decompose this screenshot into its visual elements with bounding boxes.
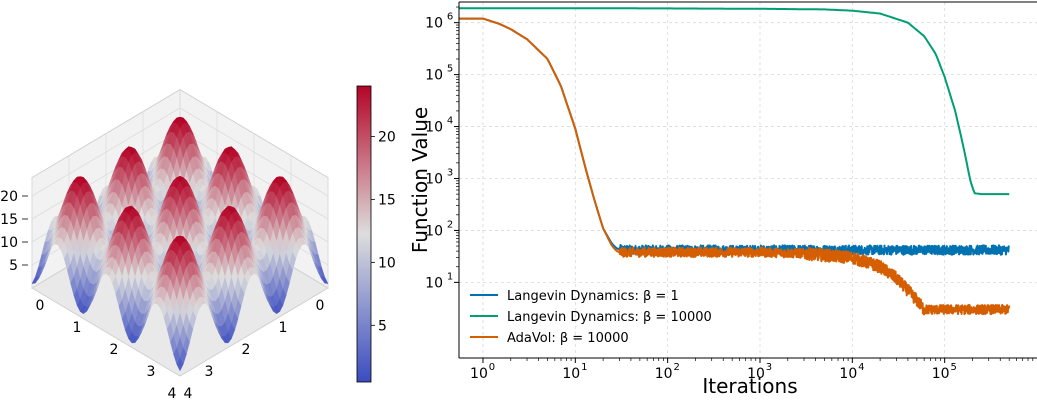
x-tick-label: 10 [839, 366, 857, 382]
colorbar-tick-label: 20 [378, 129, 396, 145]
x-tick-label-exponent: 2 [673, 362, 679, 373]
x-tick-label: 10 [562, 366, 580, 382]
x-axis-label: Iterations [702, 374, 797, 398]
x-tick-label: 10 [655, 366, 673, 382]
x-tick-label: 0 [316, 298, 325, 314]
y-tick-label-exponent: 3 [447, 167, 453, 178]
legend-label: Langevin Dynamics: β = 10000 [507, 310, 712, 325]
x-tick-label: 10 [470, 366, 488, 382]
x-tick-label: 3 [205, 364, 214, 380]
x-tick-label-exponent: 5 [950, 362, 956, 373]
colorbar-tick-label: 5 [378, 318, 387, 334]
x-tick-label-exponent: 0 [489, 362, 495, 373]
y-tick-label: 0 [36, 298, 45, 314]
y-tick-label: 2 [110, 342, 119, 358]
y-tick-label: 10 [425, 16, 443, 32]
colorbar-tick-label: 10 [378, 255, 396, 271]
y-tick-label: 10 [425, 275, 443, 291]
legend: Langevin Dynamics: β = 1 Langevin Dynamic… [470, 289, 712, 346]
legend-label: AdaVol: β = 10000 [507, 331, 629, 346]
colorbar-tick-label: 15 [378, 192, 396, 208]
z-tick-label: 10 [0, 235, 18, 251]
y-tick-label: 10 [425, 68, 443, 84]
y-tick-label-exponent: 1 [447, 271, 453, 282]
x-tick-label: 1 [279, 320, 288, 336]
series-lines [459, 8, 1009, 314]
y-tick-label-exponent: 5 [447, 64, 453, 75]
x-tick-label: 10 [932, 366, 950, 382]
y-tick-label: 4 [184, 386, 193, 402]
x-tick-label: 2 [242, 342, 251, 358]
x-tick-label-exponent: 3 [766, 362, 772, 373]
y-tick-label-exponent: 4 [447, 116, 453, 127]
y-tick-label-exponent: 2 [447, 219, 453, 230]
z-tick-label: 5 [9, 258, 18, 274]
z-tick-label: 15 [0, 212, 18, 228]
series-line-2 [459, 19, 1009, 315]
colorbar-gradient [357, 86, 371, 382]
legend-label: Langevin Dynamics: β = 1 [507, 289, 679, 304]
series-line-1 [459, 8, 1009, 194]
x-tick-label-exponent: 4 [858, 362, 864, 373]
y-tick-label-exponent: 6 [447, 12, 453, 23]
x-tick-label: 4 [168, 386, 177, 402]
y-tick-label: 3 [147, 364, 156, 380]
y-tick-label: 1 [73, 320, 82, 336]
z-tick-label: 20 [0, 189, 18, 205]
y-axis-label: Function Value [408, 107, 432, 253]
colorbar: 5 10 15 20 [357, 86, 396, 382]
x-tick-label-exponent: 1 [581, 362, 587, 373]
